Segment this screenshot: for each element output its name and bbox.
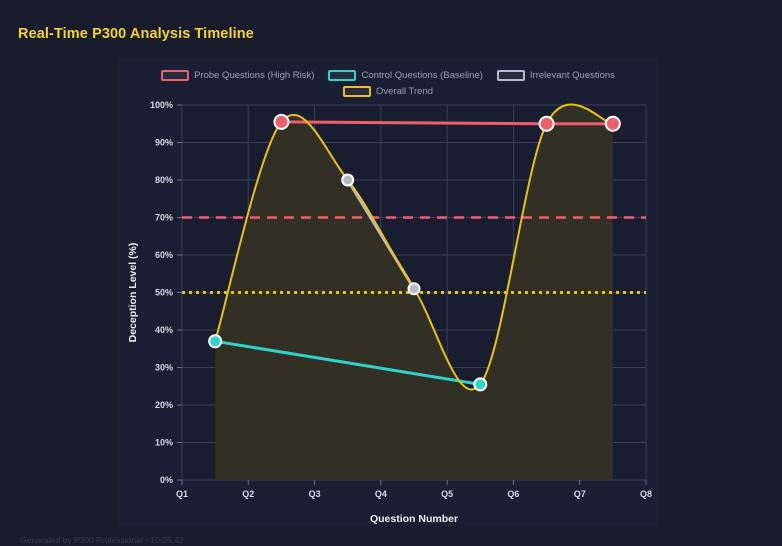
plot-area: 0% 10% 20% 30% 40% 50% 60% 70% 80% 90% 100% Q1 Q2 Q3… (118, 58, 658, 526)
legend-label: Probe Questions (High Risk) (194, 70, 315, 81)
y-tick-label: 20% (155, 400, 173, 410)
legend-item-irrelevant[interactable]: Irrelevant Questions (496, 70, 615, 81)
chart-panel: Probe Questions (High Risk) Control Ques… (118, 58, 658, 526)
y-tick-label: 100% (150, 100, 173, 110)
x-tick-label: Q7 (574, 489, 586, 499)
y-axis-title: Deception Level (%) (127, 243, 139, 343)
x-tick-label: Q3 (309, 489, 321, 499)
y-tick-label: 80% (155, 175, 173, 185)
legend-item-trend[interactable]: Overall Trend (342, 86, 434, 97)
x-tick-label: Q5 (441, 489, 453, 499)
x-tick-label: Q6 (507, 489, 519, 499)
y-axis-ticks: 0% 10% 20% 30% 40% 50% 60% 70% 80% 90% 100% (150, 100, 182, 485)
y-tick-label: 60% (155, 250, 173, 260)
legend-swatch-icon (496, 70, 525, 81)
x-tick-label: Q1 (176, 489, 188, 499)
data-markers (208, 113, 621, 392)
legend-label: Control Questions (Baseline) (361, 70, 483, 81)
legend-swatch-icon (328, 70, 357, 81)
y-tick-label: 0% (160, 475, 173, 485)
x-axis-ticks: Q1 Q2 Q3 Q4 Q5 Q6 Q7 Q8 (176, 480, 652, 499)
x-tick-label: Q4 (375, 489, 387, 499)
legend-item-probe[interactable]: Probe Questions (High Risk) (161, 70, 314, 81)
y-tick-label: 40% (155, 325, 173, 335)
legend-swatch-icon (342, 86, 371, 97)
chart-legend: Probe Questions (High Risk) Control Ques… (118, 70, 658, 97)
x-tick-label: Q2 (242, 489, 254, 499)
legend-swatch-icon (161, 70, 190, 81)
y-tick-label: 90% (155, 138, 173, 148)
legend-label: Overall Trend (375, 86, 434, 97)
footer-note: Generated by P300 Professional - 10:05:4… (20, 535, 184, 545)
y-tick-label: 50% (155, 288, 173, 298)
chart-svg: 0% 10% 20% 30% 40% 50% 60% 70% 80% 90% 100% Q1 Q2 Q3… (127, 100, 652, 525)
page-title: Real-Time P300 Analysis Timeline (18, 26, 254, 42)
y-tick-label: 30% (155, 363, 173, 373)
y-tick-label: 70% (155, 213, 173, 223)
x-axis-title: Question Number (370, 513, 458, 525)
legend-label: Irrelevant Questions (529, 70, 615, 81)
x-tick-label: Q8 (640, 489, 652, 499)
y-tick-label: 10% (155, 438, 173, 448)
legend-item-control[interactable]: Control Questions (Baseline) (328, 70, 483, 81)
